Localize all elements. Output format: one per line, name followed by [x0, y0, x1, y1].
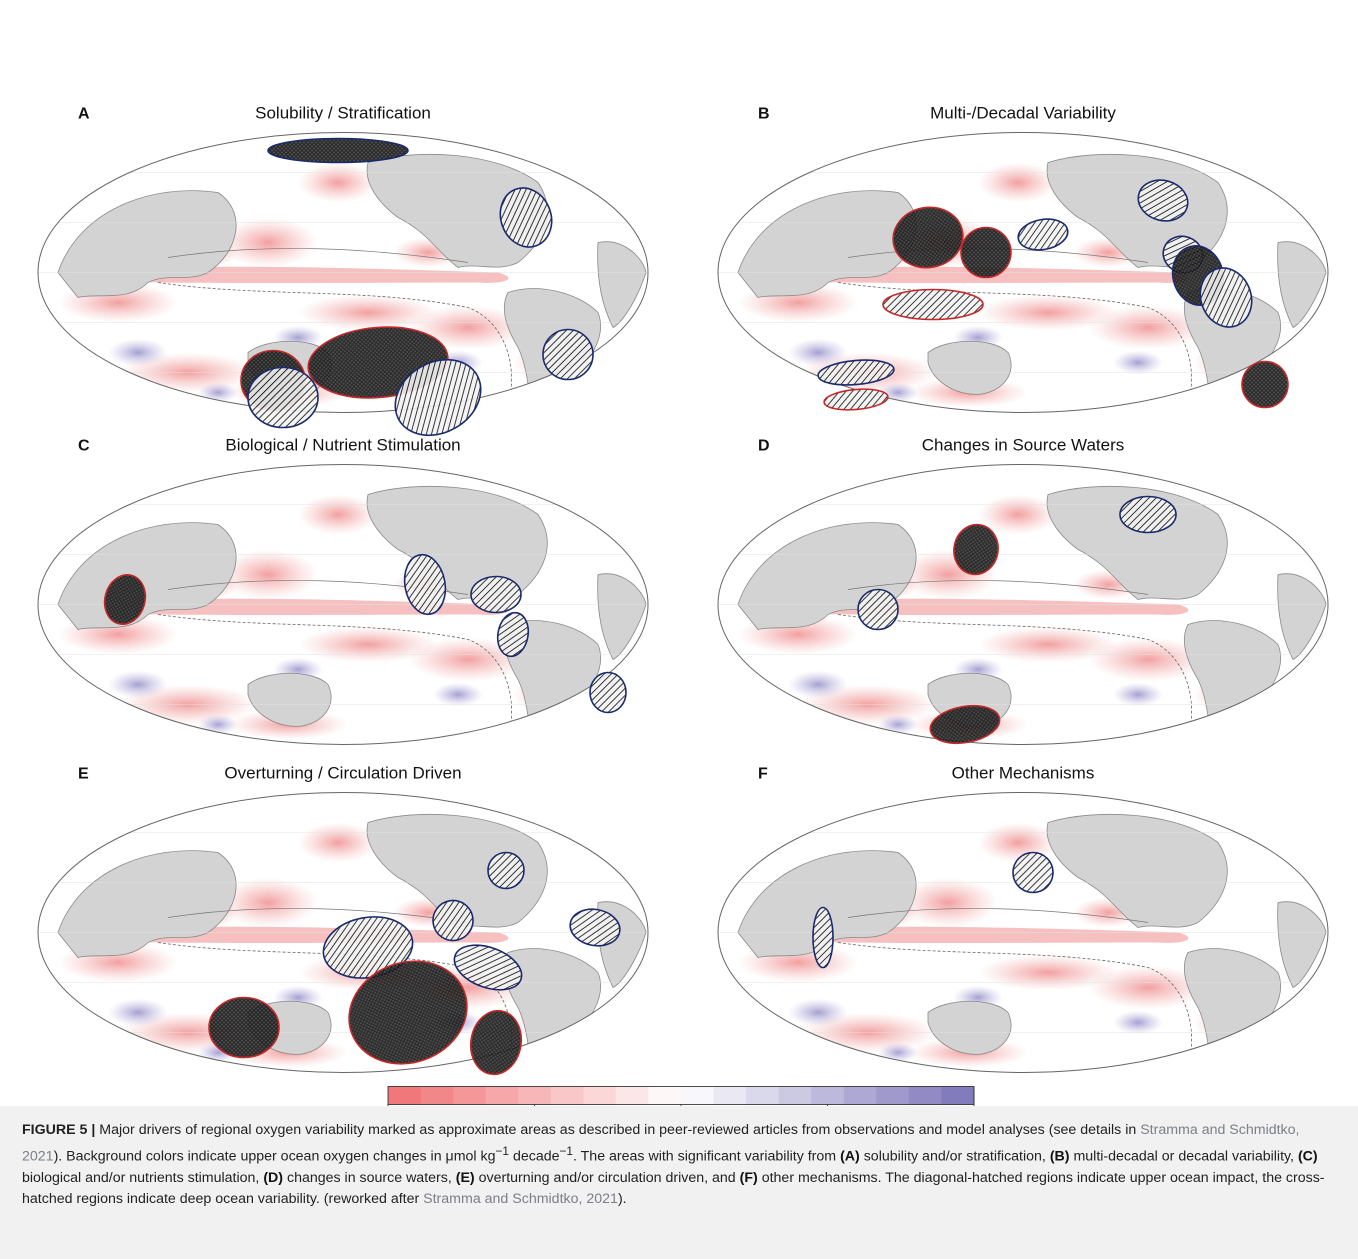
hatched-region	[348, 960, 468, 1065]
caption-sup-2: −1	[559, 1144, 574, 1158]
caption-text-end: ).	[617, 1190, 627, 1207]
hatched-region	[267, 137, 409, 164]
hatched-region	[453, 944, 523, 991]
hatched-region	[823, 388, 889, 411]
colorbar-step	[420, 1086, 454, 1105]
hatched-region	[589, 671, 627, 714]
hatched-region	[1119, 495, 1177, 534]
caption-ref-b: (B)	[1049, 1148, 1070, 1165]
colorbar-step	[876, 1086, 910, 1105]
panel-f: F Other Mechanisms	[717, 764, 1329, 1073]
panel-title: Overturning / Circulation Driven	[224, 764, 461, 783]
panel-c: C Biological / Nutrient Stimulation	[37, 436, 649, 745]
hatched-region	[403, 553, 447, 616]
map	[717, 792, 1329, 1073]
colorbar-step	[778, 1086, 812, 1105]
colorbar-step	[485, 1086, 519, 1105]
caption-citation-1[interactable]: Stramma and Schmidtko, 2021	[22, 1122, 1300, 1165]
colorbar-step	[746, 1086, 780, 1105]
caption-text-c: biological and/or nutrients stimulation,	[22, 1169, 264, 1186]
caption-text-1: Major drivers of regional oxygen variabi…	[95, 1122, 1141, 1138]
hatched-region	[103, 574, 147, 625]
map	[37, 792, 649, 1076]
colorbar-step	[583, 1086, 617, 1105]
panel-letter: F	[758, 766, 768, 783]
caption-citation-2[interactable]: Stramma and Schmidtko, 2021	[423, 1190, 618, 1207]
caption-ref-a: (A)	[840, 1148, 860, 1165]
caption-sup-1: −1	[495, 1144, 510, 1158]
panel-letter: B	[758, 106, 770, 123]
caption-ref-f: (F)	[739, 1169, 758, 1186]
colorbar-step	[811, 1086, 845, 1105]
hatched-region	[882, 288, 984, 321]
panel-b: B Multi-/Decadal Variability	[717, 104, 1329, 413]
colorbar-step	[681, 1086, 715, 1105]
colorbar-step	[388, 1086, 422, 1105]
panel-title: Changes in Source Waters	[922, 436, 1125, 455]
hatched-region	[1199, 267, 1253, 328]
hatched-region	[960, 226, 1012, 279]
caption-text-e: overturning and/or circulation driven, a…	[474, 1169, 740, 1186]
caption-ref-d: (D)	[263, 1169, 284, 1186]
hatched-region	[1017, 218, 1069, 251]
panel-title: Solubility / Stratification	[255, 104, 431, 123]
figure-caption: FIGURE 5 | Major drivers of regional oxy…	[0, 1106, 1358, 1259]
panel-title: Multi-/Decadal Variability	[930, 104, 1116, 123]
hatched-region	[247, 366, 319, 429]
colorbar-step	[648, 1086, 682, 1105]
hatched-region	[569, 908, 621, 947]
colorbar-step	[615, 1086, 649, 1105]
caption-text-d: changes in source waters,	[283, 1169, 456, 1186]
panel-title: Biological / Nutrient Stimulation	[225, 436, 460, 455]
hatched-region	[1241, 360, 1289, 409]
hatched-region	[394, 358, 482, 437]
caption-text-a: solubility and/or stratification,	[859, 1148, 1050, 1165]
hatched-region	[953, 523, 999, 576]
hatched-region	[929, 704, 1001, 745]
hatched-region	[487, 851, 525, 890]
panel-letter: C	[78, 438, 90, 455]
hatched-region	[432, 899, 474, 942]
colorbar-step	[843, 1086, 877, 1105]
panel-letter: E	[78, 766, 89, 783]
hatched-region	[496, 611, 530, 658]
colorbar-step	[941, 1086, 975, 1105]
map	[717, 464, 1329, 745]
hatched-region	[208, 996, 280, 1059]
colorbar-step	[713, 1086, 747, 1105]
hatched-region	[857, 588, 899, 631]
panel-e: E Overturning / Circulation Driven	[37, 764, 649, 1076]
caption-label: FIGURE 5 |	[22, 1122, 96, 1138]
panel-letter: A	[78, 106, 90, 123]
map	[37, 464, 649, 745]
caption-text-f: other mechanisms. The diagonal-hatched r…	[22, 1169, 1325, 1207]
hatched-region	[892, 206, 964, 269]
caption-text-2: ). Background colors indicate upper ocea…	[53, 1148, 496, 1165]
map	[37, 132, 649, 437]
caption-text-4: . The areas with significant variability…	[573, 1148, 841, 1165]
panel-title: Other Mechanisms	[952, 764, 1095, 783]
hatched-region	[1137, 179, 1189, 222]
hatched-region	[817, 359, 895, 386]
panel-d: D Changes in Source Waters	[717, 436, 1329, 745]
caption-ref-e: (E)	[455, 1169, 475, 1186]
hatched-region	[812, 906, 834, 969]
hatched-region	[1012, 851, 1054, 894]
hatched-region	[470, 575, 522, 614]
caption-ref-c: (C)	[1297, 1148, 1318, 1165]
colorbar-step	[550, 1086, 584, 1105]
colorbar-step	[453, 1086, 487, 1105]
panel-letter: D	[758, 438, 770, 455]
panel-a: A Solubility / Stratification	[37, 104, 649, 437]
hatched-region	[469, 1009, 523, 1076]
hatched-region	[542, 328, 594, 381]
hatched-region	[499, 187, 553, 248]
map	[717, 132, 1329, 413]
caption-text-3: decade	[509, 1148, 560, 1165]
colorbar-step	[908, 1086, 942, 1105]
colorbar-step	[518, 1086, 552, 1105]
caption-text-b: multi-decadal or decadal variability,	[1069, 1148, 1298, 1165]
